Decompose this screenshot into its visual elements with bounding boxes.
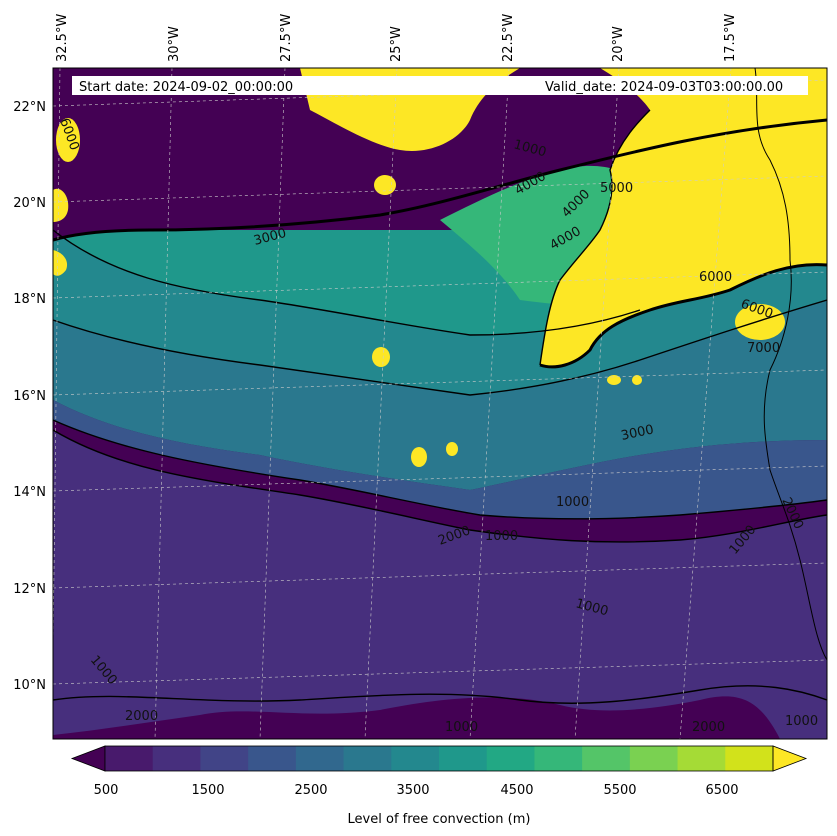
grid-lon-20 bbox=[574, 68, 620, 739]
lon-tick-label: 17.5°W bbox=[723, 14, 738, 62]
colorbar-extend-max bbox=[772, 745, 808, 772]
lat-tick-label: 18°N bbox=[13, 292, 46, 307]
fill-island-7 bbox=[735, 304, 785, 340]
fill-level-2000-2500 bbox=[53, 400, 827, 519]
grid-lon-17-5 bbox=[679, 68, 732, 739]
colorbar-segment bbox=[725, 746, 774, 771]
colorbar-segment bbox=[200, 746, 249, 771]
contour-label: 1000 bbox=[785, 714, 818, 729]
colorbar-segment bbox=[152, 746, 201, 771]
colorbar-segment bbox=[629, 746, 679, 771]
contour-line-7000-north bbox=[53, 118, 827, 242]
colorbar-segment bbox=[105, 746, 154, 771]
contour-line-3000 bbox=[53, 299, 827, 396]
map-frame bbox=[52, 67, 828, 740]
contour-line-4000 bbox=[53, 229, 641, 336]
colorbar-segment bbox=[534, 746, 583, 771]
colorbar-segment bbox=[295, 746, 345, 771]
fill-island-2 bbox=[372, 347, 390, 367]
colorbar-tick-label: 2500 bbox=[294, 783, 327, 798]
latitude-tick-labels: 22°N 20°N 18°N 16°N 14°N 12°N 10°N bbox=[13, 100, 46, 693]
lat-tick-label: 20°N bbox=[13, 196, 46, 211]
lon-tick-label: 27.5°W bbox=[279, 14, 294, 62]
colorbar-tick-label: 6500 bbox=[705, 783, 738, 798]
contour-label: 3000 bbox=[620, 422, 655, 444]
fill-level-1000-1500 bbox=[53, 430, 827, 739]
grid-lon-25 bbox=[364, 68, 398, 739]
lat-tick-label: 22°N bbox=[13, 100, 46, 115]
fill-island-5 bbox=[607, 375, 621, 385]
grid-lon-27-5 bbox=[259, 68, 286, 739]
valid-date-text: Valid_date: 2024-09-03T03:00:00.00 bbox=[545, 80, 783, 95]
contour-label: 7000 bbox=[747, 341, 780, 356]
fill-island-8 bbox=[56, 118, 80, 162]
lat-tick-label: 10°N bbox=[13, 678, 46, 693]
colorbar-segment bbox=[677, 746, 726, 771]
colorbar-segment bbox=[486, 746, 535, 771]
lon-tick-label: 25°W bbox=[389, 26, 404, 62]
africa-coastline bbox=[754, 68, 827, 661]
colorbar-segment bbox=[343, 746, 392, 771]
contour-label: 5000 bbox=[600, 181, 633, 196]
lat-tick-label: 12°N bbox=[13, 582, 46, 597]
contour-line-layer bbox=[53, 109, 827, 704]
fill-level-7000-plus-west2 bbox=[53, 250, 68, 276]
lon-tick-label: 22.5°W bbox=[501, 14, 516, 62]
grid-lon-22-5 bbox=[469, 68, 510, 739]
contour-fill-layer bbox=[53, 68, 827, 739]
colorbar-tick-labels: 500 1500 2500 3500 4500 5500 6500 bbox=[94, 783, 739, 798]
colorbar-title: Level of free convection (m) bbox=[348, 812, 531, 827]
colorbar bbox=[70, 745, 808, 772]
contour-line-1000 bbox=[53, 429, 827, 543]
fill-level-north-dark bbox=[53, 68, 827, 240]
lat-tick-label: 14°N bbox=[13, 485, 46, 500]
colorbar-tick-label: 4500 bbox=[500, 783, 533, 798]
lon-tick-label: 20°W bbox=[611, 26, 626, 62]
fill-level-3000-3500 bbox=[53, 300, 827, 490]
fill-island-1 bbox=[374, 175, 396, 195]
contour-label: 1000 bbox=[485, 529, 518, 544]
contour-label: 1000 bbox=[556, 495, 589, 510]
colorbar-tick-label: 5500 bbox=[603, 783, 636, 798]
lon-tick-label: 32.5°W bbox=[55, 14, 70, 62]
colorbar-extend-min bbox=[70, 745, 106, 772]
colorbar-segment bbox=[248, 746, 297, 771]
contour-line-6000-africa bbox=[539, 109, 651, 366]
colorbar-tick-label: 3500 bbox=[396, 783, 429, 798]
colorbar-segment bbox=[439, 746, 488, 771]
fill-island-3 bbox=[411, 447, 427, 467]
contour-line-1000-south bbox=[53, 685, 827, 704]
fill-island-6 bbox=[632, 375, 642, 385]
fill-level-7000-plus-africa bbox=[540, 68, 827, 367]
fill-island-4 bbox=[446, 442, 458, 456]
colorbar-tick-label: 500 bbox=[94, 783, 119, 798]
contour-line-2000 bbox=[53, 419, 827, 520]
contour-line-7000-africa bbox=[539, 263, 827, 369]
fill-level-7000-plus-west bbox=[53, 188, 69, 222]
colorbar-segment bbox=[391, 746, 440, 771]
lon-tick-label: 30°W bbox=[167, 26, 182, 62]
colorbar-frame bbox=[104, 745, 774, 772]
lat-tick-label: 16°N bbox=[13, 389, 46, 404]
colorbar-segment bbox=[582, 746, 631, 771]
contour-label: 2000 bbox=[125, 709, 158, 724]
colorbar-tick-label: 1500 bbox=[191, 783, 224, 798]
contour-label: 2000 bbox=[692, 720, 725, 735]
grid-lon-30 bbox=[154, 68, 173, 739]
contour-label: 6000 bbox=[699, 270, 732, 285]
header-box bbox=[72, 76, 808, 95]
start-date-text: Start date: 2024-09-02_00:00:00 bbox=[79, 80, 293, 95]
contour-label: 1000 bbox=[445, 720, 478, 735]
fill-level-3500-4000 bbox=[53, 230, 827, 395]
longitude-tick-labels: 32.5°W 30°W 27.5°W 25°W 22.5°W 20°W 17.5… bbox=[55, 14, 738, 62]
